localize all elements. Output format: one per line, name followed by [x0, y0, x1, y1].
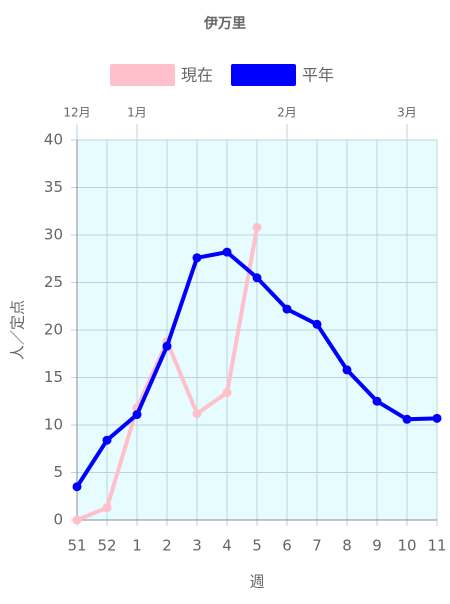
x-tick-label: 5	[252, 537, 262, 555]
x-tick-label: 11	[427, 537, 446, 555]
y-tick-label: 40	[44, 131, 63, 149]
data-point	[102, 435, 112, 445]
x-tick-label: 51	[67, 537, 86, 555]
y-tick-label: 5	[53, 463, 63, 481]
data-point	[372, 396, 382, 406]
x-tick-label: 4	[222, 537, 232, 555]
data-point	[282, 304, 292, 314]
x-tick-label: 8	[342, 537, 352, 555]
data-point	[252, 273, 262, 283]
y-tick-label: 25	[44, 273, 63, 291]
y-tick-label: 30	[44, 226, 63, 244]
data-point	[102, 503, 112, 513]
legend-label: 平年	[302, 66, 334, 85]
y-tick-label: 0	[53, 511, 63, 529]
x-tick-label: 52	[97, 537, 116, 555]
data-point	[192, 253, 202, 263]
x-tick-label: 6	[282, 537, 292, 555]
y-tick-label: 35	[44, 178, 63, 196]
top-tick-label: 1月	[127, 106, 147, 120]
top-tick-label: 2月	[277, 106, 297, 120]
data-point	[132, 410, 142, 420]
data-point	[72, 515, 82, 525]
top-tick-label: 12月	[63, 106, 90, 120]
x-tick-label: 9	[372, 537, 382, 555]
x-tick-label: 1	[132, 537, 142, 555]
data-point	[162, 341, 172, 351]
legend-label: 現在	[181, 66, 213, 85]
data-point	[252, 222, 262, 232]
top-tick-label: 3月	[397, 106, 417, 120]
data-point	[402, 414, 412, 424]
x-axis-label: 週	[249, 573, 264, 591]
data-point	[192, 409, 202, 419]
data-point	[342, 365, 352, 375]
y-tick-label: 10	[44, 416, 63, 434]
data-point	[222, 247, 232, 257]
x-tick-label: 10	[397, 537, 416, 555]
x-tick-label: 7	[312, 537, 322, 555]
data-point	[72, 482, 82, 492]
chart-title: 伊万里	[203, 15, 246, 32]
x-tick-label: 2	[162, 537, 172, 555]
x-tick-label: 3	[192, 537, 202, 555]
y-tick-label: 15	[44, 368, 63, 386]
y-axis-label: 人／定点	[9, 300, 27, 360]
data-point	[432, 413, 442, 423]
data-point	[312, 319, 322, 329]
legend-swatch	[231, 64, 296, 86]
data-point	[222, 388, 232, 398]
legend-swatch	[110, 64, 175, 86]
y-tick-label: 20	[44, 321, 63, 339]
